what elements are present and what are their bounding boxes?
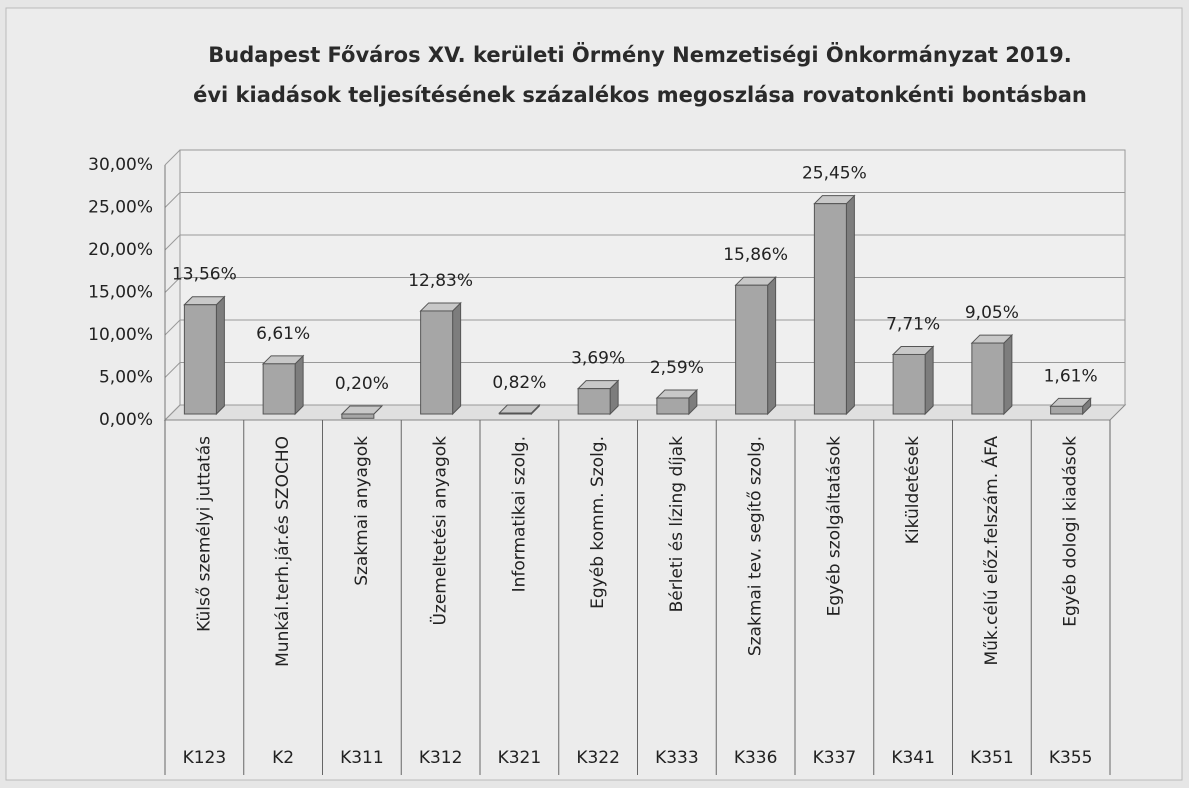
- category-code: K355: [1049, 748, 1093, 768]
- category-code: K333: [655, 748, 699, 768]
- bar-side: [294, 354, 304, 416]
- bar-side: [452, 301, 462, 416]
- category-code: K321: [498, 748, 542, 768]
- bar-side: [845, 194, 855, 416]
- category-code: K351: [970, 748, 1014, 768]
- category-code: K312: [419, 748, 463, 768]
- value-label: 15,86%: [723, 245, 788, 265]
- grid-side: [164, 319, 181, 336]
- category-code: K123: [183, 748, 227, 768]
- value-label: 9,05%: [965, 303, 1019, 323]
- y-tick-label: 5,00%: [99, 368, 153, 388]
- grid-side: [164, 404, 181, 421]
- grid-side: [164, 277, 181, 293]
- y-tick-label: 15,00%: [88, 283, 153, 303]
- value-label: 7,71%: [886, 314, 940, 334]
- x-tick-label: Szakmai anyagok: [352, 436, 372, 586]
- x-tick-label: Informatikai szolg.: [509, 436, 529, 592]
- grid-side: [164, 149, 181, 166]
- value-label: 0,82%: [492, 373, 546, 393]
- x-tick-label: Külső személyi juttatás: [194, 436, 214, 632]
- bar-side: [215, 295, 225, 416]
- x-tick-label: Szakmai tev. segítő szolg.: [746, 436, 766, 656]
- bar: [735, 284, 769, 415]
- bar: [813, 203, 847, 415]
- y-tick-label: 20,00%: [88, 240, 153, 260]
- y-tick-label: 25,00%: [88, 198, 153, 218]
- x-tick-label: Műk.célú előz.felszám. ÁFA: [980, 436, 1002, 666]
- value-label: 25,45%: [802, 164, 867, 184]
- y-tick-label: 10,00%: [88, 325, 153, 345]
- bar-side: [767, 275, 777, 416]
- category-code: K322: [576, 748, 620, 768]
- x-tick-label: Egyéb szolgáltatások: [824, 436, 844, 617]
- grid-side: [164, 192, 181, 208]
- category-code: K2: [272, 748, 294, 768]
- bar-side: [1003, 333, 1013, 416]
- grid-side: [164, 362, 181, 378]
- chart-title: Budapest Főváros XV. kerületi Örmény Nem…: [208, 42, 1071, 67]
- bar: [498, 412, 532, 415]
- bar: [420, 310, 454, 415]
- y-tick-label: 30,00%: [88, 155, 153, 175]
- x-tick-label: Bérleti és lízing díjak: [667, 436, 687, 613]
- bar: [892, 353, 926, 415]
- x-tick-label: Üzemeltetési anyagok: [429, 436, 451, 626]
- value-label: 2,59%: [650, 358, 704, 378]
- bar: [341, 413, 375, 419]
- value-label: 12,83%: [408, 271, 473, 291]
- bar: [183, 304, 217, 415]
- bar-side: [924, 345, 934, 416]
- category-code: K341: [891, 748, 935, 768]
- bar: [656, 397, 690, 415]
- bar: [1050, 405, 1084, 415]
- category-code: K311: [340, 748, 384, 768]
- bar: [971, 342, 1005, 415]
- x-tick-label: Munkál.terh.jár.és SZOCHO: [273, 436, 293, 667]
- y-tick-label: 0,00%: [99, 410, 153, 430]
- category-code: K337: [813, 748, 857, 768]
- value-label: 1,61%: [1044, 366, 1098, 386]
- category-code: K336: [734, 748, 778, 768]
- x-tick-label: Kiküldetések: [903, 436, 923, 544]
- x-tick-label: Egyéb komm. Szolg.: [588, 436, 608, 609]
- value-label: 6,61%: [256, 324, 310, 344]
- bar: [577, 388, 611, 415]
- value-label: 0,20%: [335, 374, 389, 394]
- bar: [262, 363, 296, 415]
- value-label: 3,69%: [571, 349, 625, 369]
- value-label: 13,56%: [172, 265, 237, 285]
- chart-subtitle: évi kiadások teljesítésének százalékos m…: [193, 83, 1087, 107]
- x-tick-label: Egyéb dologi kiadások: [1061, 436, 1081, 627]
- grid-side: [164, 234, 181, 251]
